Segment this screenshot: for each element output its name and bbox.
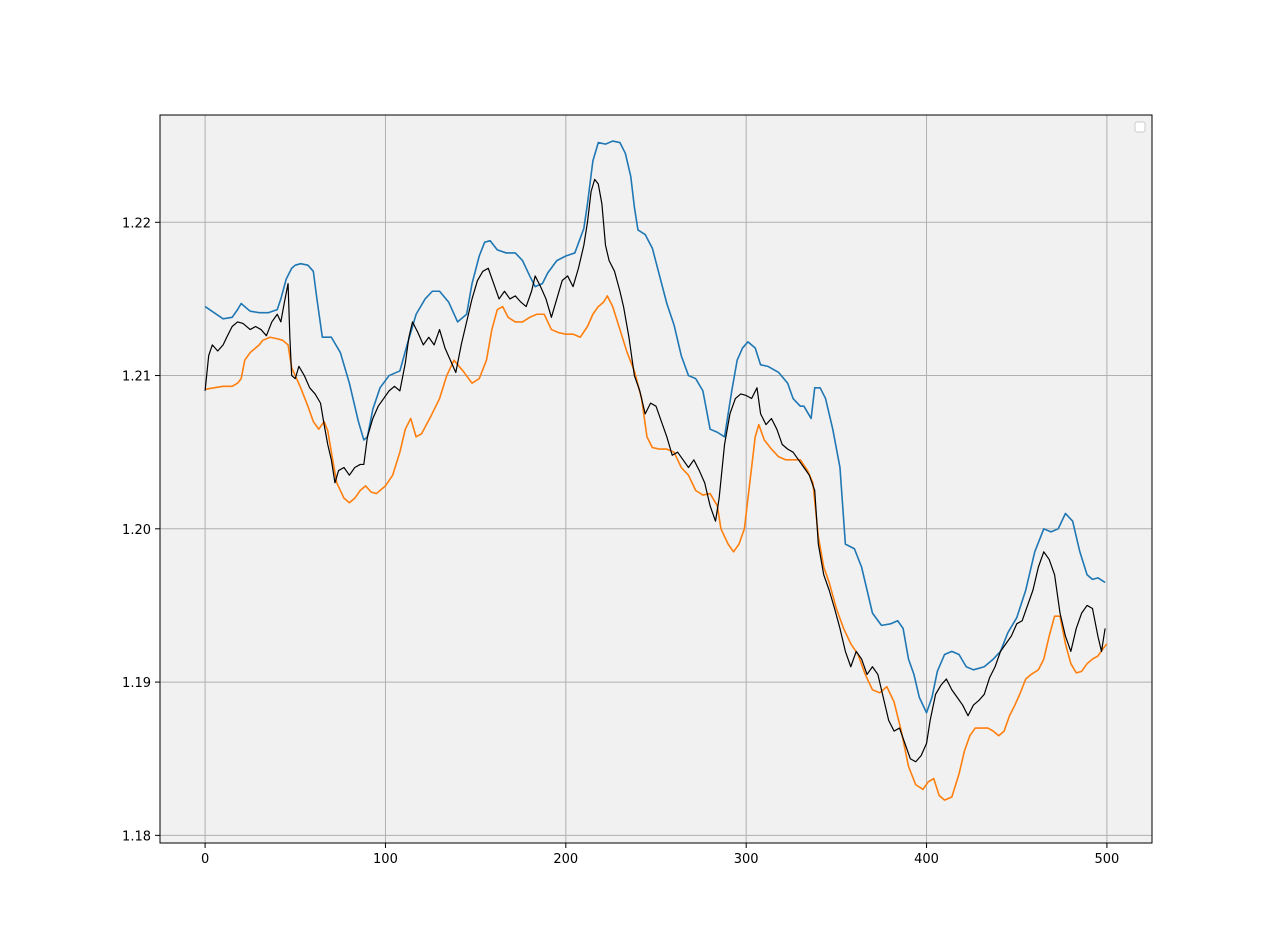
y-tick-label: 1.18 [122,829,151,844]
x-tick-label: 200 [553,852,578,867]
upper-band-line [204,140,1106,714]
x-tick-label: 300 [734,852,759,867]
x-tick-label: 500 [1094,852,1119,867]
grid-lines [160,115,1152,843]
y-tick-label: 1.21 [122,370,151,385]
lower-band-line [204,295,1108,801]
price-line [204,178,1106,763]
y-tick-label: 1.20 [122,523,151,538]
y-tick-label: 1.22 [122,216,151,231]
y-tick-label: 1.19 [122,676,151,691]
x-tick-label: 400 [914,852,939,867]
legend-box [1134,121,1146,133]
series-layer [204,140,1108,801]
x-tick-label: 100 [373,852,398,867]
axis-ticks: 0 100 200 300 400 500 1.18 1.19 1.20 1.21 1.22 [122,216,1119,867]
plot-area [160,115,1152,843]
x-tick-label: 0 [201,852,209,867]
plot-frame [159,114,1153,844]
